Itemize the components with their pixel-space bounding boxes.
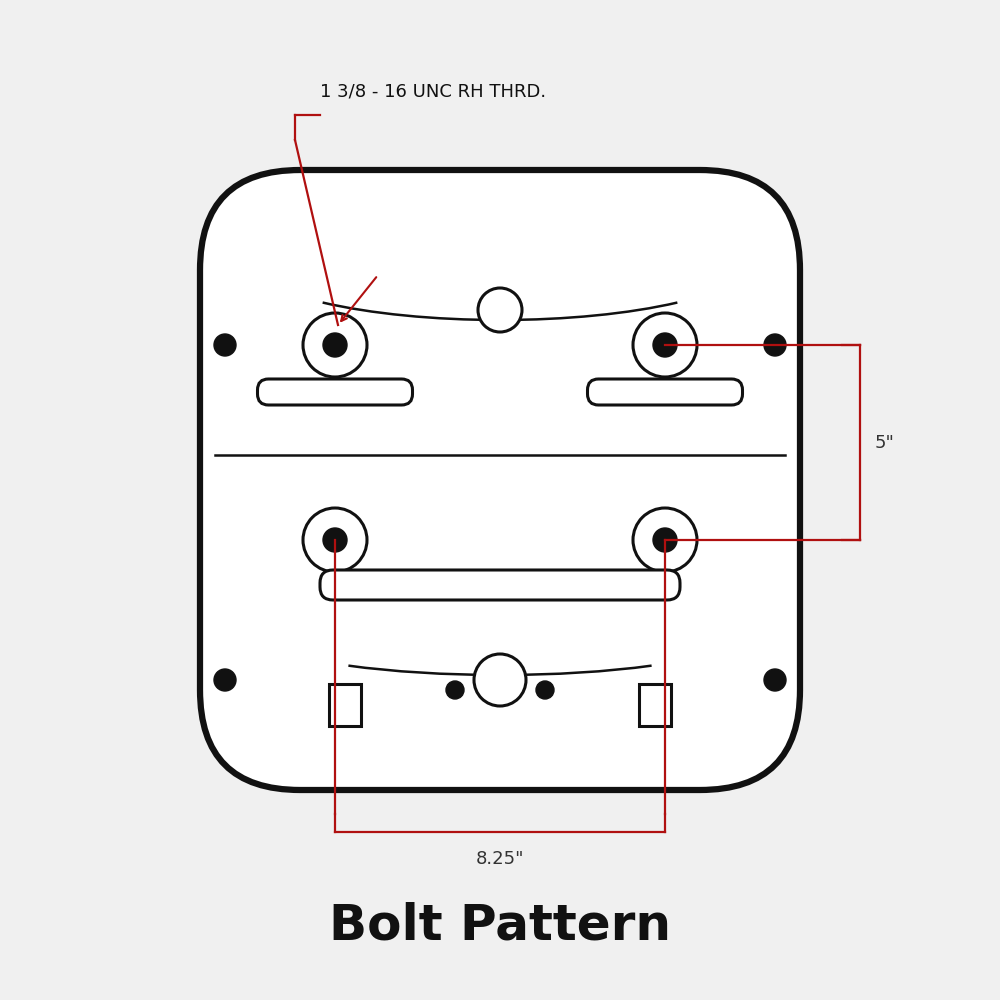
Circle shape <box>323 333 347 357</box>
Text: 5": 5" <box>875 434 895 452</box>
Text: 1 3/8 - 16 UNC RH THRD.: 1 3/8 - 16 UNC RH THRD. <box>320 82 546 100</box>
Circle shape <box>633 313 697 377</box>
Circle shape <box>446 681 464 699</box>
Circle shape <box>323 528 347 552</box>
Circle shape <box>764 334 786 356</box>
FancyBboxPatch shape <box>588 379 742 405</box>
Circle shape <box>633 508 697 572</box>
Circle shape <box>478 288 522 332</box>
Circle shape <box>303 508 367 572</box>
Circle shape <box>536 681 554 699</box>
Text: Bolt Pattern: Bolt Pattern <box>329 901 671 949</box>
Circle shape <box>764 669 786 691</box>
Circle shape <box>653 528 677 552</box>
Circle shape <box>214 334 236 356</box>
Circle shape <box>474 654 526 706</box>
Circle shape <box>303 313 367 377</box>
Text: 8.25": 8.25" <box>476 850 524 868</box>
FancyBboxPatch shape <box>320 570 680 600</box>
Bar <box>329 684 361 726</box>
Bar <box>639 684 671 726</box>
FancyBboxPatch shape <box>258 379 413 405</box>
Circle shape <box>653 333 677 357</box>
Circle shape <box>214 669 236 691</box>
FancyBboxPatch shape <box>200 170 800 790</box>
